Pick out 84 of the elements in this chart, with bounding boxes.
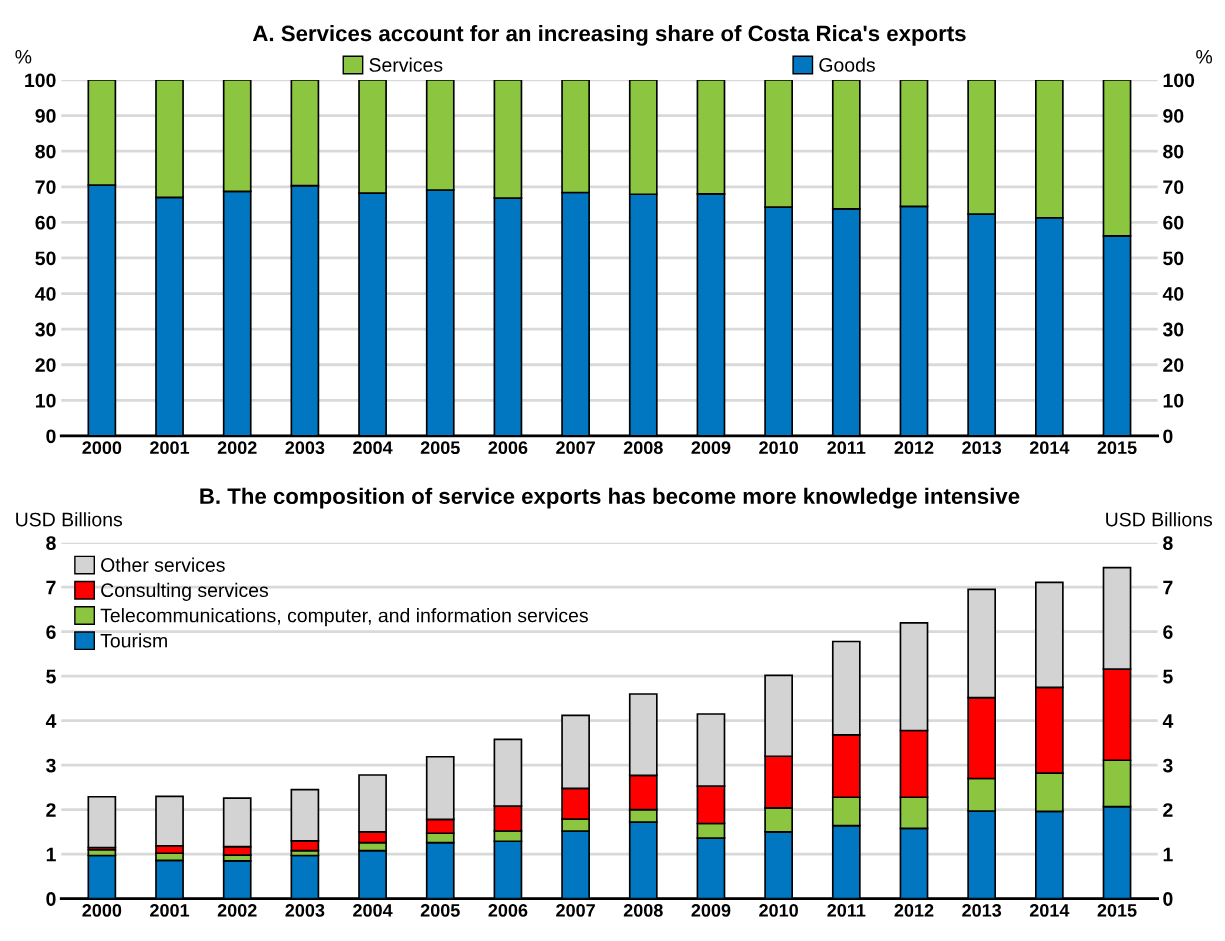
- x-tick-label: 2003: [285, 441, 325, 455]
- x-tick-label: 2004: [353, 441, 393, 455]
- y2-tick-label: 20: [1163, 358, 1184, 372]
- y2-tick-label: 3: [1162, 758, 1173, 773]
- x-tick-label: 2009: [691, 903, 731, 917]
- y2-tick-label: 7: [1163, 580, 1173, 595]
- y-tick-label: 90: [35, 109, 56, 123]
- y2-tick-label: 60: [1163, 215, 1184, 230]
- y-tick-label: 2: [46, 803, 56, 817]
- y2-tick-label: 5: [1163, 669, 1173, 684]
- x-tick-label: 2006: [488, 903, 528, 917]
- y2-tick-label: 90: [1163, 109, 1184, 123]
- x-tick-label: 2005: [420, 903, 460, 917]
- y2-tick-label: 10: [1163, 393, 1184, 408]
- y-axis-title: %: [15, 50, 32, 64]
- x-tick-label: 2014: [1029, 441, 1070, 455]
- y-tick-label: 50: [35, 251, 56, 266]
- y-tick-label: 1: [46, 847, 56, 862]
- y-tick-label: 0: [46, 429, 56, 444]
- y2-tick-label: 30: [1162, 322, 1184, 337]
- x-tick-label: 2000: [82, 903, 122, 917]
- x-tick-label: 2007: [556, 441, 595, 455]
- y-tick-label: 6: [46, 625, 56, 639]
- x-tick-label: 2002: [217, 903, 257, 917]
- y2-tick-label: 80: [1163, 144, 1184, 159]
- y-tick-label: 0: [46, 892, 56, 906]
- x-tick-label: 2003: [285, 903, 325, 917]
- legend-label: Other services: [101, 557, 225, 572]
- x-tick-label: 2011: [827, 441, 866, 455]
- legend-label: Services: [369, 57, 443, 72]
- x-tick-label: 2001: [150, 903, 190, 917]
- x-tick-label: 2014: [1029, 903, 1070, 917]
- x-tick-label: 2001: [150, 441, 190, 455]
- legend-label: Consulting services: [101, 582, 269, 601]
- y-axis-title: USD Billions: [16, 512, 123, 527]
- y-tick-label: 3: [46, 758, 56, 773]
- x-tick-label: 2005: [420, 441, 460, 455]
- y-tick-label: 40: [35, 287, 56, 301]
- chart-title: A. Services account for an increasing share of Costa Rica's exports: [252, 24, 966, 46]
- x-tick-label: 2013: [962, 441, 1002, 455]
- y2-tick-label: 0: [1163, 892, 1173, 906]
- y2-tick-label: 1: [1163, 847, 1173, 862]
- y2-tick-label: 2: [1163, 803, 1173, 817]
- y2-tick-label: 0: [1163, 429, 1173, 444]
- legend-label: Goods: [819, 57, 875, 72]
- legend-label: Tourism: [100, 633, 167, 648]
- x-tick-label: 2015: [1097, 903, 1137, 917]
- x-tick-label: 2012: [894, 441, 934, 455]
- y2-tick-label: 8: [1163, 536, 1173, 550]
- y-tick-label: 5: [46, 669, 56, 684]
- y-tick-label: 60: [35, 215, 56, 230]
- y2-axis-title: %: [1196, 50, 1213, 64]
- y2-tick-label: 6: [1163, 625, 1173, 639]
- y2-tick-label: 100: [1163, 73, 1195, 88]
- x-tick-label: 2008: [623, 441, 663, 455]
- y2-tick-label: 70: [1163, 180, 1184, 195]
- x-tick-label: 2010: [759, 903, 798, 917]
- x-tick-label: 2010: [759, 441, 798, 455]
- y-tick-label: 8: [46, 536, 56, 550]
- y-tick-label: 100: [25, 73, 56, 88]
- x-tick-label: 2007: [556, 903, 595, 917]
- y-tick-label: 7: [46, 580, 56, 595]
- y-tick-label: 4: [45, 714, 57, 728]
- y-tick-label: 30: [35, 322, 56, 337]
- y2-tick-label: 4: [1162, 714, 1174, 728]
- x-tick-label: 2002: [217, 441, 257, 455]
- chart-title: B. The composition of service exports has become more knowledge intensive: [200, 487, 1020, 509]
- y2-tick-label: 40: [1162, 287, 1184, 301]
- y-tick-label: 10: [35, 393, 56, 408]
- x-tick-label: 2004: [353, 903, 393, 917]
- x-tick-label: 2012: [894, 903, 934, 917]
- x-tick-label: 2015: [1097, 441, 1137, 455]
- x-tick-label: 2000: [82, 441, 122, 455]
- x-tick-label: 2011: [827, 903, 866, 917]
- y-tick-label: 80: [35, 144, 56, 159]
- x-tick-label: 2006: [488, 441, 528, 455]
- x-tick-label: 2009: [691, 441, 731, 455]
- y-tick-label: 20: [35, 358, 56, 372]
- y2-axis-title: USD Billions: [1106, 512, 1213, 527]
- legend-label: Telecommunications, computer, and information services: [100, 608, 588, 627]
- x-tick-label: 2008: [623, 903, 663, 917]
- y-tick-label: 70: [35, 180, 56, 195]
- y2-tick-label: 50: [1163, 251, 1184, 266]
- x-tick-label: 2013: [962, 903, 1002, 917]
